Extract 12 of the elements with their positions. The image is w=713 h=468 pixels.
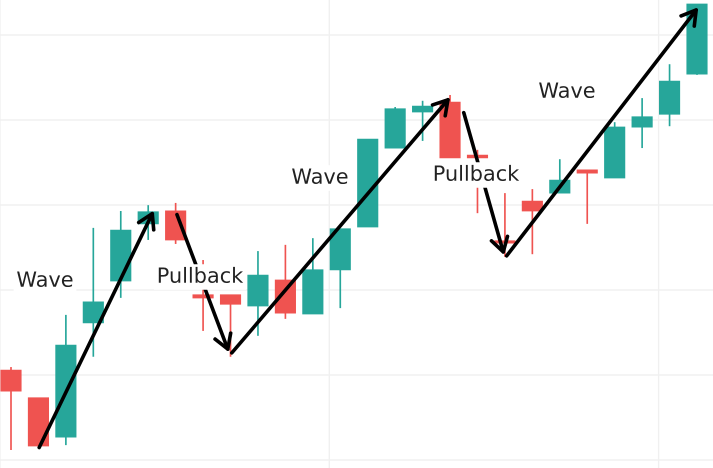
annotation: Wave bbox=[539, 82, 594, 98]
annotation: Pullback bbox=[158, 266, 244, 284]
candlestick bbox=[82, 227, 104, 358]
annotation: Wave bbox=[292, 168, 348, 184]
candlestick bbox=[576, 169, 598, 225]
candlestick bbox=[220, 294, 242, 358]
candlestick bbox=[522, 188, 543, 256]
candlestick bbox=[412, 100, 434, 142]
candlestick bbox=[0, 366, 22, 451]
annotation: Wave bbox=[17, 272, 72, 288]
candlestick bbox=[632, 97, 653, 149]
annotation: Pullback bbox=[434, 164, 520, 182]
